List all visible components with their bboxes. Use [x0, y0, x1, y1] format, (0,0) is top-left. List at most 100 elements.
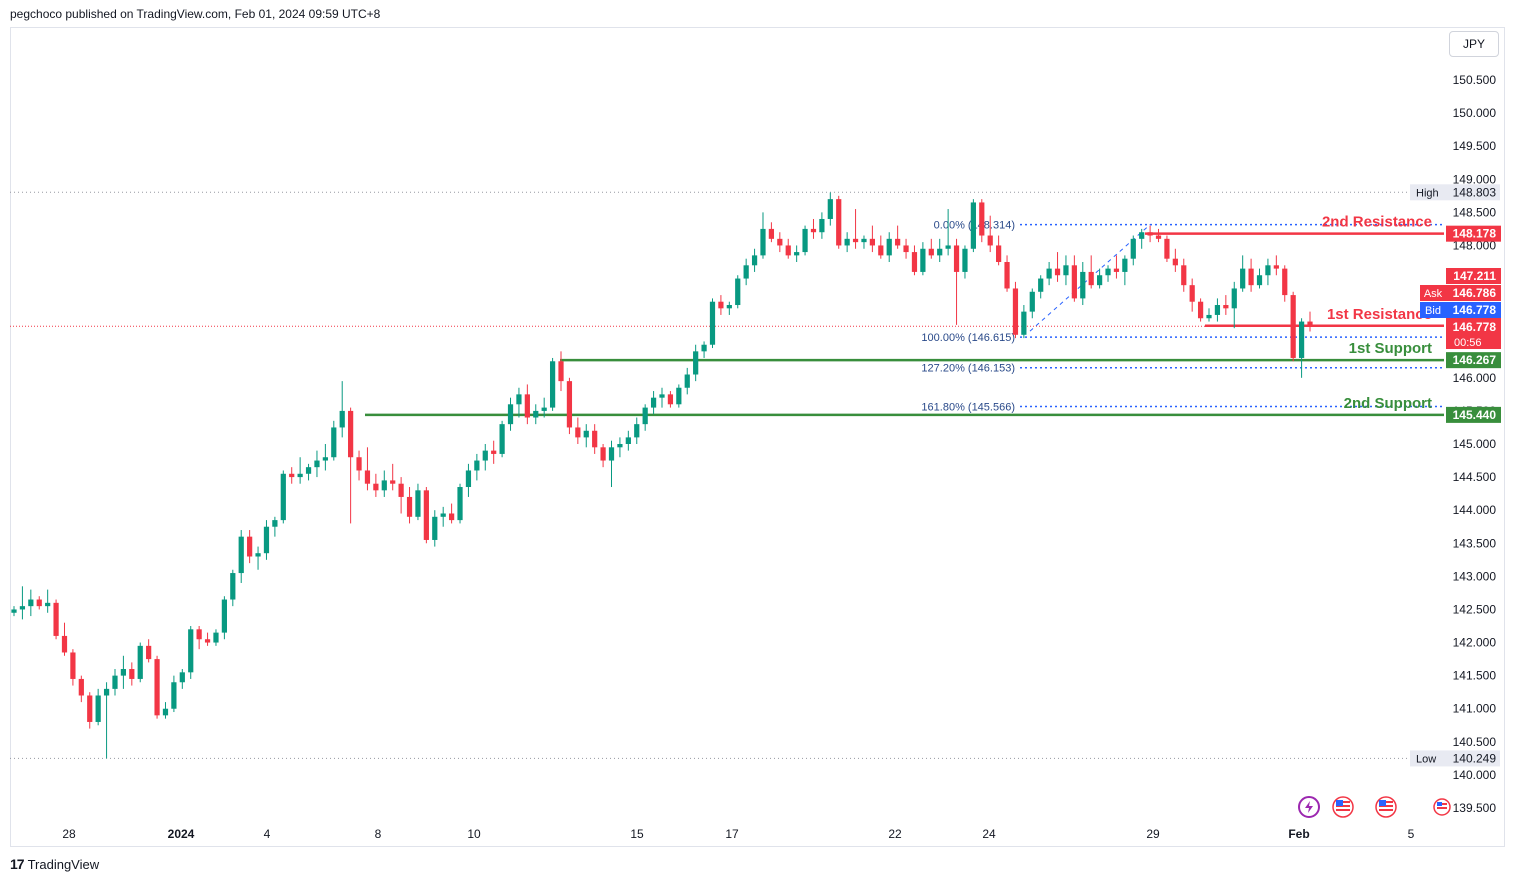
- candle-body: [911, 252, 918, 272]
- candle-body: [709, 301, 716, 345]
- y-tick-label: 148.500: [1453, 205, 1497, 219]
- us-flag-icon[interactable]: [1332, 796, 1354, 818]
- candle-body: [1189, 285, 1195, 302]
- candle-body: [204, 639, 211, 643]
- publisher-header: pegchoco published on TradingView.com, F…: [10, 7, 381, 21]
- candle-body: [970, 202, 976, 249]
- candle-body: [1290, 295, 1296, 358]
- candle-body: [238, 536, 244, 574]
- candle-body: [1240, 268, 1246, 289]
- price-tag-value: 146.778: [1453, 303, 1497, 317]
- candle-body: [1273, 265, 1279, 269]
- candle-body: [1265, 265, 1271, 276]
- x-tick-label: 28: [62, 827, 76, 841]
- candle-body: [398, 483, 404, 497]
- y-tick-label: 150.000: [1453, 106, 1497, 120]
- candle-body: [112, 675, 118, 689]
- candle-body: [1206, 314, 1212, 319]
- candle-body: [331, 427, 337, 458]
- candle-body: [1021, 311, 1027, 335]
- y-tick-label: 143.000: [1453, 569, 1497, 583]
- candle-body: [263, 526, 270, 554]
- candle-body: [280, 473, 286, 521]
- candle-body: [213, 632, 219, 643]
- fib-level-label: 161.80% (145.566): [921, 402, 1015, 414]
- price-tag-label-box: [1420, 302, 1446, 318]
- candle-body: [440, 513, 446, 517]
- candle-body: [996, 245, 1002, 262]
- candle-body: [558, 361, 564, 382]
- candle-body: [836, 199, 842, 246]
- chart-frame: [10, 27, 1505, 847]
- candle-body: [659, 394, 665, 398]
- candle-body: [499, 424, 505, 454]
- footer-brand[interactable]: 17 TradingView: [10, 856, 99, 872]
- candle-body: [693, 351, 699, 375]
- x-tick-label: 24: [982, 827, 996, 841]
- us-flag-icon[interactable]: [1433, 798, 1451, 816]
- price-tag: [1446, 302, 1501, 318]
- candle-body: [701, 344, 707, 352]
- candle-body: [356, 457, 362, 471]
- candle-body: [642, 407, 648, 425]
- candle-body: [566, 381, 573, 428]
- low-tag-value: 140.249: [1453, 751, 1497, 765]
- low-tag-box: [1410, 750, 1500, 767]
- candle-body: [869, 238, 875, 246]
- candle-body: [1214, 305, 1221, 315]
- candle-body: [221, 599, 227, 633]
- candle-body: [777, 238, 783, 246]
- currency-button[interactable]: JPY: [1449, 31, 1499, 57]
- fib-level-label: 127.20% (146.153): [921, 363, 1015, 375]
- candle-body: [1046, 268, 1052, 279]
- y-tick-label: 140.000: [1453, 768, 1497, 782]
- candle-body: [364, 470, 371, 484]
- candle-body: [1256, 275, 1263, 286]
- candle-body: [1004, 262, 1010, 289]
- price-tag-value: 146.786: [1453, 286, 1497, 300]
- level-price-tag-text: 148.178: [1453, 227, 1497, 241]
- lightning-icon[interactable]: [1298, 796, 1320, 818]
- y-tick-label: 142.500: [1453, 602, 1497, 616]
- candle-body: [819, 218, 825, 233]
- candle-body: [129, 669, 135, 679]
- candle-body: [45, 602, 51, 607]
- candle-body: [608, 447, 615, 461]
- candle-body: [634, 424, 640, 438]
- low-tag-label: Low: [1416, 753, 1436, 765]
- candle-body: [103, 688, 110, 696]
- candle-body: [171, 682, 177, 709]
- candle-body: [465, 470, 472, 488]
- candle-body: [962, 248, 968, 272]
- candle-body: [348, 410, 354, 458]
- candle-body: [154, 659, 160, 716]
- us-flag-icon[interactable]: [1375, 796, 1397, 818]
- level-price-tag: [1446, 406, 1501, 423]
- candle-body: [1307, 321, 1313, 327]
- candle-body: [735, 278, 741, 306]
- y-tick-label: 141.500: [1453, 669, 1497, 683]
- candle-body: [1223, 305, 1229, 309]
- candle-body: [1130, 238, 1136, 259]
- price-tag: [1446, 268, 1501, 284]
- y-tick-label: 140.500: [1453, 735, 1497, 749]
- candle-body: [188, 629, 194, 673]
- candle-body: [895, 238, 901, 246]
- resistance-label: 1st Resistance: [1327, 306, 1432, 323]
- y-tick-label: 145.000: [1453, 437, 1497, 451]
- candle-body: [1029, 291, 1035, 312]
- candle-body: [482, 450, 488, 461]
- candle-body: [373, 483, 379, 491]
- price-tag-label-box: [1420, 285, 1446, 301]
- candle-body: [162, 708, 169, 716]
- candle-body: [137, 645, 143, 679]
- candle-body: [70, 652, 76, 679]
- candle-body: [289, 473, 295, 478]
- candle-body: [979, 202, 985, 236]
- candle-body: [390, 480, 396, 484]
- candle-body: [297, 473, 303, 478]
- high-tag-label: High: [1416, 187, 1439, 199]
- candle-body: [305, 467, 312, 474]
- candle-body: [1038, 278, 1044, 292]
